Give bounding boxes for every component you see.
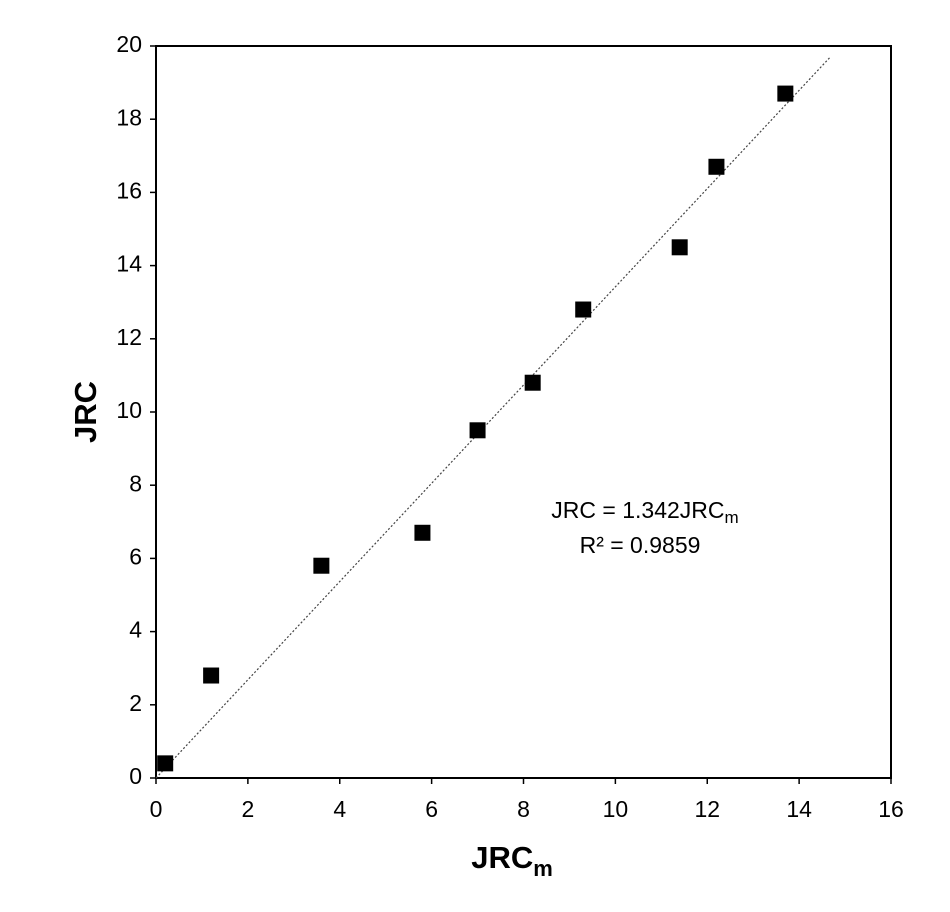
point	[575, 301, 592, 318]
y-tick-label: 8	[129, 470, 142, 496]
trendline	[155, 56, 831, 779]
y-tick-label: 14	[116, 251, 142, 277]
equation: JRC = 1.342JRCm	[551, 497, 738, 527]
x-tick-label: 16	[878, 796, 904, 822]
y-tick-label: 6	[129, 543, 142, 569]
r-squared: R² = 0.9859	[580, 532, 701, 558]
x-tick-label: 8	[517, 796, 530, 822]
y-tick-label: 4	[129, 617, 142, 643]
x-tick-label: 4	[333, 796, 346, 822]
x-tick-label: 10	[603, 796, 629, 822]
x-axis-title-main: JRC	[471, 840, 533, 875]
point	[777, 85, 794, 102]
point	[313, 557, 330, 574]
x-tick-label: 14	[786, 796, 812, 822]
y-tick-label: 20	[116, 31, 142, 57]
x-tick-label: 12	[694, 796, 720, 822]
point	[469, 422, 486, 439]
y-tick-label: 10	[116, 397, 142, 423]
point	[671, 239, 688, 256]
point	[203, 667, 220, 684]
y-axis-title: JRC	[68, 381, 103, 443]
x-tick-label: 0	[150, 796, 163, 822]
equation-main: JRC = 1.342JRC	[551, 497, 724, 523]
point	[414, 524, 431, 541]
y-tick-label: 16	[116, 177, 142, 203]
point	[157, 755, 174, 772]
x-axis-title-sub: m	[533, 856, 553, 881]
y-tick-label: 12	[116, 324, 142, 350]
point	[708, 158, 725, 175]
x-tick-label: 2	[241, 796, 254, 822]
equation-sub: m	[725, 508, 739, 527]
x-axis-title: JRCm	[471, 840, 553, 881]
y-tick-label: 2	[129, 690, 142, 716]
plot-frame	[155, 45, 892, 779]
y-tick-label: 18	[116, 104, 142, 130]
y-tick-label: 0	[129, 763, 142, 789]
point	[524, 374, 541, 391]
x-tick-label: 6	[425, 796, 438, 822]
